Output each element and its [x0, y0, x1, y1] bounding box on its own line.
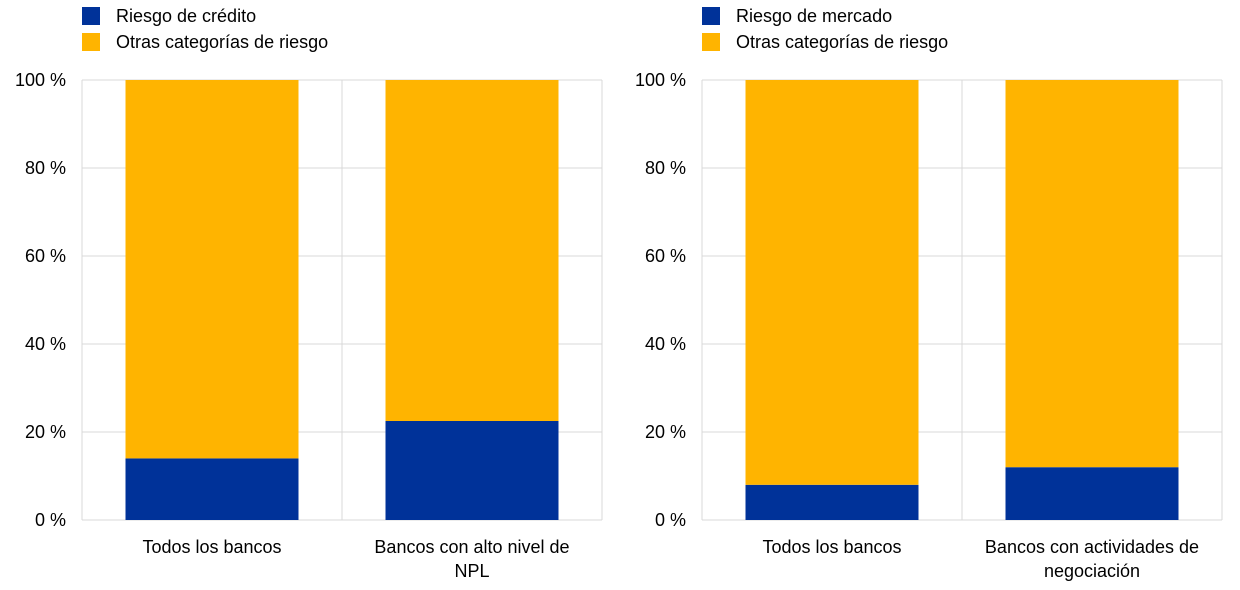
y-tick-label: 20 %: [645, 422, 686, 442]
bar-segment-other: [385, 80, 559, 421]
legend-swatch: [82, 33, 100, 51]
y-tick-label: 80 %: [25, 158, 66, 178]
x-category-label: Todos los bancos: [142, 537, 281, 557]
legend-swatch: [82, 7, 100, 25]
legend-label: Otras categorías de riesgo: [116, 32, 328, 52]
x-category-label: Bancos con actividades de negociación: [985, 537, 1199, 581]
bar-segment-primary: [745, 484, 919, 520]
x-category-label: Todos los bancos: [762, 537, 901, 557]
y-tick-label: 60 %: [25, 246, 66, 266]
y-tick-label: 80 %: [645, 158, 686, 178]
chart-panel-2: 0 % 20 % 40 % 60 % 80 % 100 % Todos los bancos…: [635, 6, 1223, 581]
y-tick-label: 40 %: [645, 334, 686, 354]
y-tick-label: 100 %: [15, 70, 66, 90]
y-tick-label: 20 %: [25, 422, 66, 442]
y-tick-label: 100 %: [635, 70, 686, 90]
bar-segment-primary: [1005, 467, 1179, 520]
bar-segment-primary: [385, 421, 559, 520]
legend-swatch: [702, 33, 720, 51]
bar-segment-other: [745, 80, 919, 485]
legend-label: Riesgo de crédito: [116, 6, 256, 26]
bar-segment-other: [125, 80, 299, 459]
y-tick-label: 40 %: [25, 334, 66, 354]
legend-label: Riesgo de mercado: [736, 6, 892, 26]
bar-segment-primary: [125, 458, 299, 520]
chart-panel-1: 0 % 20 % 40 % 60 % 80 % 100 % Todos los bancos…: [15, 6, 603, 581]
y-tick-label: 0 %: [35, 510, 66, 530]
legend-label: Otras categorías de riesgo: [736, 32, 948, 52]
x-category-label: Bancos con alto nivel de NPL: [374, 537, 569, 581]
y-tick-label: 0 %: [655, 510, 686, 530]
y-tick-label: 60 %: [645, 246, 686, 266]
legend-swatch: [702, 7, 720, 25]
bar-segment-other: [1005, 80, 1179, 468]
